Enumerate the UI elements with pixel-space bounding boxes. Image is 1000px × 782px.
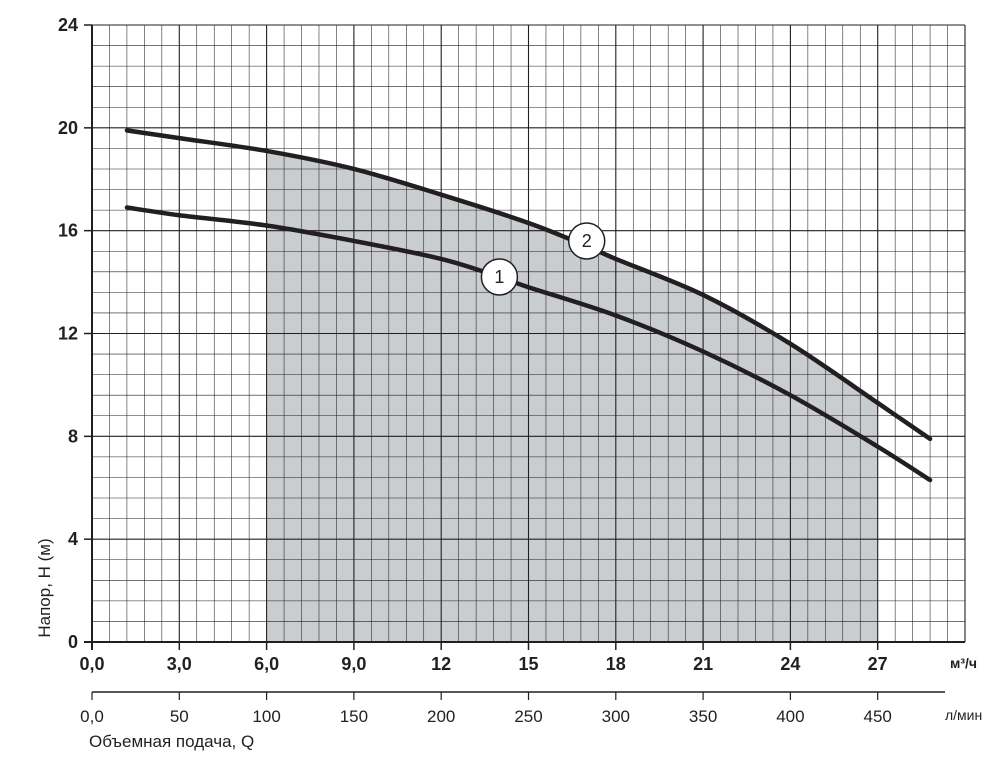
x-tick-label-primary: 21 [693, 654, 713, 674]
series-marker-1 [480, 258, 519, 296]
x-tick-label-primary: 24 [780, 654, 800, 674]
series-line-2 [124, 128, 933, 442]
x-unit-primary: м³/ч [950, 655, 977, 671]
x-unit-secondary: л/мин [945, 707, 982, 723]
x-tick-label-secondary: 150 [340, 707, 368, 726]
x-tick-label-primary: 6,0 [254, 654, 279, 674]
series-marker-2 [567, 222, 606, 260]
y-tick-label: 0 [68, 632, 78, 652]
x-tick-label-primary: 0,0 [79, 654, 104, 674]
x-tick-label-primary: 12 [431, 654, 451, 674]
y-tick-label: 20 [58, 118, 78, 138]
working-range-area [266, 150, 878, 643]
x-tick-label-secondary: 250 [514, 707, 542, 726]
x-tick-label-primary: 3,0 [167, 654, 192, 674]
y-tick-label: 4 [68, 529, 78, 549]
x-tick-label-secondary: 450 [864, 707, 892, 726]
working-range-shade-layer [266, 150, 878, 643]
x-axis-title: Объемная подача, Q [89, 732, 254, 751]
x-tick-label-secondary: 50 [170, 707, 189, 726]
y-tick-label: 24 [58, 15, 78, 35]
x-tick-label-secondary: 0,0 [80, 707, 104, 726]
x-tick-label-secondary: 350 [689, 707, 717, 726]
y-tick-label: 16 [58, 221, 78, 241]
y-axis-title: Напор, H (м) [35, 538, 54, 637]
y-tick-label: 8 [68, 426, 78, 446]
x-tick-label-primary: 27 [868, 654, 888, 674]
series-label-2: 2 [582, 231, 592, 251]
y-tick-label: 12 [58, 324, 78, 344]
labels-layer: 0,00,03,0506,01009,015012200152501830021… [58, 15, 892, 726]
x-tick-label-secondary: 300 [602, 707, 630, 726]
axes [84, 24, 965, 700]
x-tick-label-secondary: 400 [776, 707, 804, 726]
x-tick-label-secondary: 200 [427, 707, 455, 726]
x-tick-label-primary: 15 [518, 654, 538, 674]
series-label-1: 1 [494, 267, 504, 287]
x-tick-label-primary: 18 [606, 654, 626, 674]
x-tick-label-secondary: 100 [252, 707, 280, 726]
x-tick-label-primary: 9,0 [341, 654, 366, 674]
